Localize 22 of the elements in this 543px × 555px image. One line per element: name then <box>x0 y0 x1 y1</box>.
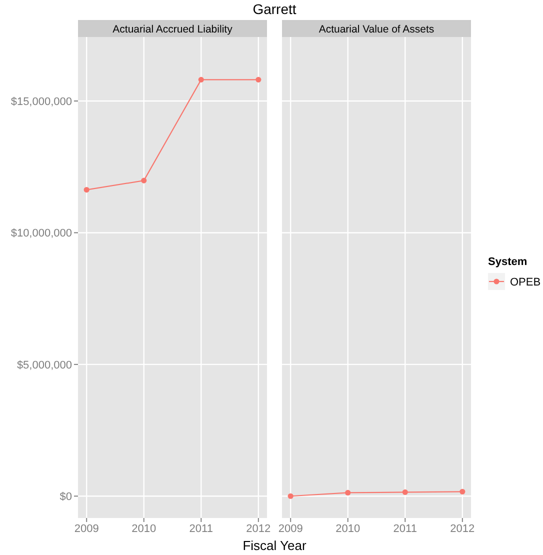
x-tick-label: 2011 <box>189 523 213 535</box>
x-tick-label: 2012 <box>246 523 271 535</box>
x-axis-title: Fiscal Year <box>242 538 307 553</box>
point <box>141 178 147 184</box>
point <box>198 76 204 82</box>
y-tick-label: $5,000,000 <box>16 359 72 372</box>
point <box>84 186 90 193</box>
x-tick-label: 2009 <box>74 523 99 535</box>
x-tick-label: 2012 <box>450 523 475 535</box>
y-tick-label: $10,000,000 <box>10 228 72 240</box>
point <box>256 76 262 82</box>
y-tick-label: $0 <box>60 491 72 504</box>
legend-title: System <box>488 256 528 268</box>
y-tick-label: $15,000,000 <box>10 96 72 108</box>
legend-label: OPEB <box>510 276 541 288</box>
x-tick-label: 2010 <box>132 523 156 535</box>
chart-subtitle: Actuarial Accrued Liability <box>112 24 234 36</box>
chart-subtitle: Actuarial Value of Assets <box>318 24 434 36</box>
x-tick-label: 2011 <box>393 523 417 535</box>
chart-title: Garrett <box>252 1 296 17</box>
x-tick-label: 2009 <box>278 523 303 535</box>
x-tick-label: 2010 <box>336 523 360 535</box>
